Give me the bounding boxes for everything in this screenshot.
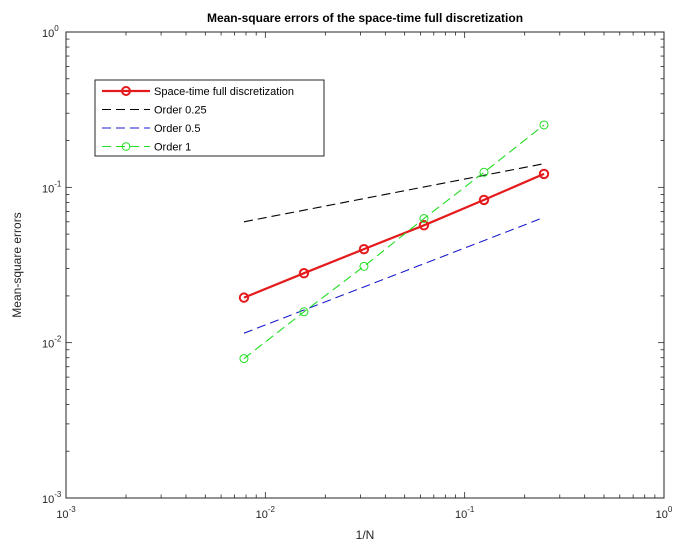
series-point-3	[359, 261, 369, 271]
series-point-0	[298, 268, 310, 279]
axis-ticks: 10-3 10-2 10-1 100 10-3 10-2 10-1 100	[42, 24, 673, 521]
y-tick-label: 10-2	[42, 335, 62, 351]
series-line-0	[243, 172, 545, 299]
series-layer	[238, 120, 550, 364]
y-tick-label: 10-3	[42, 490, 62, 506]
legend-label-1: Order 0.25	[154, 105, 207, 117]
series-line-2	[243, 216, 545, 334]
series-point-3	[479, 167, 489, 177]
legend: Space-time full discretization Order 0.25…	[94, 79, 325, 157]
legend-box	[94, 79, 325, 157]
series-line-3	[243, 124, 545, 360]
legend-marker-3	[121, 142, 131, 151]
series-point-3	[239, 354, 249, 364]
series-point-3	[299, 307, 309, 317]
series-point-0	[358, 243, 370, 255]
series-point-0	[238, 292, 250, 303]
series-point-0	[418, 220, 430, 231]
x-tick-label: 100	[656, 505, 673, 521]
series-point-3	[539, 120, 549, 130]
series-line-1	[243, 163, 545, 223]
y-axis-label: Mean-square errors	[10, 212, 24, 317]
series-point-3	[419, 214, 429, 224]
x-tick-label: 10-1	[455, 505, 475, 521]
x-tick-label: 10-2	[256, 505, 276, 521]
series-point-0	[478, 194, 490, 206]
x-axis-label: 1/N	[356, 528, 375, 542]
legend-label-2: Order 0.5	[154, 123, 200, 135]
y-tick-label: 10-1	[42, 179, 62, 195]
chart-title: Mean-square errors of the space-time ful…	[207, 11, 523, 25]
x-tick-label: 10-3	[56, 505, 76, 521]
legend-label-3: Order 1	[154, 142, 191, 154]
legend-label-0: Space-time full discretization	[154, 86, 294, 98]
y-tick-label: 100	[42, 24, 59, 40]
series-point-0	[538, 168, 550, 180]
legend-marker-0	[121, 86, 131, 96]
